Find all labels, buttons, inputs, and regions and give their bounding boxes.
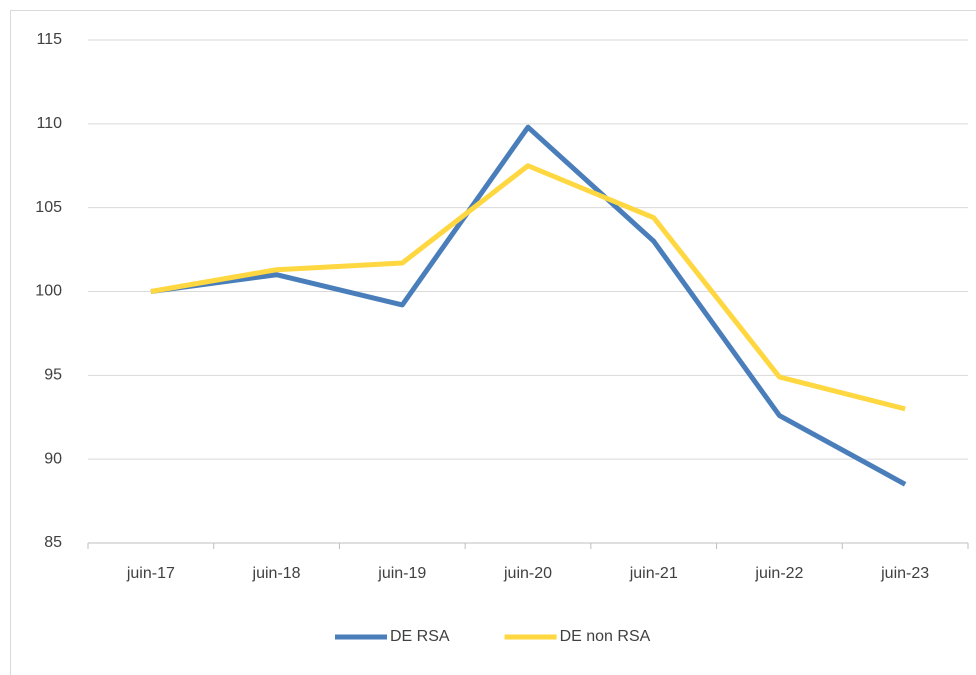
x-tick-label: juin-21 <box>629 565 678 582</box>
x-tick-label: juin-20 <box>503 565 552 582</box>
x-tick-label: juin-23 <box>880 565 929 582</box>
x-tick-label: juin-19 <box>377 565 426 582</box>
legend-label: DE RSA <box>390 628 450 645</box>
legend-label: DE non RSA <box>560 628 651 645</box>
y-tick-label: 110 <box>36 115 62 132</box>
line-series <box>150 163 906 412</box>
y-tick-label: 105 <box>35 199 62 216</box>
y-tick-label: 100 <box>35 283 62 300</box>
y-tick-label: 85 <box>44 534 62 551</box>
x-tick-label: juin-22 <box>754 565 803 582</box>
y-tick-label: 95 <box>44 367 62 384</box>
chart-border <box>10 10 976 675</box>
line-series <box>150 124 907 487</box>
y-tick-label: 90 <box>44 450 62 467</box>
x-tick-label: juin-18 <box>252 565 301 582</box>
y-tick-label: 115 <box>36 31 62 48</box>
x-tick-label: juin-17 <box>126 565 175 582</box>
